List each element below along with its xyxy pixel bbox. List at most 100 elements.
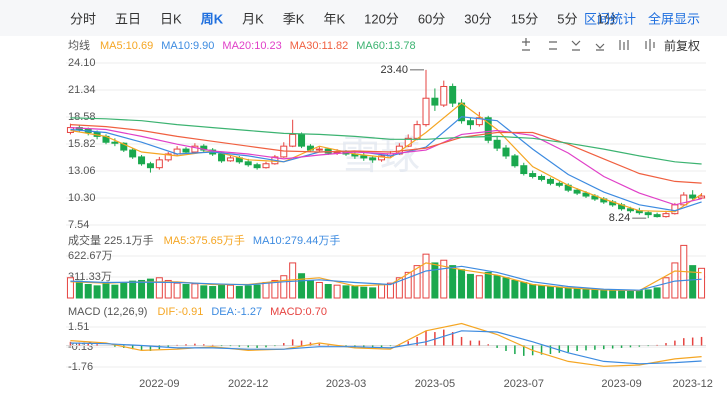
volume-bar	[538, 285, 546, 299]
tab[interactable]: 15分	[511, 11, 538, 26]
y-tick-label: 311.33万	[68, 271, 112, 283]
tab[interactable]: 30分	[464, 11, 491, 26]
macd-bar	[611, 345, 614, 349]
macd-bar	[460, 336, 463, 346]
volume-bar	[404, 271, 412, 299]
adjust-mode[interactable]: 前复权	[664, 38, 700, 53]
tab[interactable]: 5分	[557, 11, 577, 26]
tab[interactable]: 月K	[242, 11, 264, 26]
tab[interactable]: 1分	[596, 11, 616, 26]
icon-move-right[interactable]	[595, 43, 605, 51]
volume-bar	[449, 265, 457, 299]
macd-bar	[629, 345, 632, 348]
volume-bar	[66, 277, 74, 299]
icon-zoom[interactable]	[522, 38, 530, 51]
candle-body	[698, 195, 706, 199]
toolbar-icons[interactable]	[522, 38, 655, 51]
tab[interactable]: 120分	[364, 11, 399, 26]
candle-body	[138, 156, 146, 165]
legend-item: MA10:279.44万手	[253, 233, 340, 247]
volume-bar	[218, 284, 226, 299]
macd-bar	[585, 345, 587, 351]
action[interactable]: 区间统计	[584, 11, 636, 26]
candle-body	[191, 145, 199, 153]
low-label: 8.24	[609, 212, 630, 224]
volume-bar	[315, 281, 323, 299]
volume-bar	[324, 284, 332, 299]
ma-line	[70, 127, 702, 206]
action[interactable]: 全屏显示	[648, 11, 700, 26]
tab-bar	[0, 0, 727, 36]
volume-bar	[662, 277, 670, 299]
candle-body	[111, 141, 119, 144]
volume-bar	[529, 284, 537, 299]
candle-body	[289, 133, 297, 147]
volume-bar	[209, 286, 217, 299]
candle-body	[440, 85, 448, 106]
candle-body	[146, 163, 154, 169]
macd-bar	[274, 345, 276, 347]
macd-bar	[523, 345, 525, 356]
volume-bar	[306, 279, 314, 299]
tab[interactable]: 分时	[70, 11, 96, 26]
macd-bar	[149, 345, 152, 351]
macd-bar	[416, 336, 418, 346]
legend-item: MA5:10.69	[100, 40, 153, 52]
y-tick-label: -0.13	[68, 341, 93, 353]
legend-title: MACD (12,26,9)	[68, 306, 147, 318]
macd-bar	[425, 330, 427, 346]
tab[interactable]: 五日	[115, 11, 141, 26]
volume-bar	[475, 275, 483, 299]
tab[interactable]: 年K	[323, 11, 345, 26]
macd-bar	[185, 344, 187, 346]
macd-bar	[87, 343, 89, 346]
macd-bar	[176, 344, 178, 346]
volume-bar	[493, 275, 501, 299]
macd-bar	[549, 345, 552, 355]
macd-bar	[229, 345, 232, 347]
candle-body	[449, 85, 457, 104]
macd-bar	[327, 344, 329, 346]
candle-body	[484, 117, 492, 141]
candle-body	[422, 97, 430, 126]
volume-bar	[609, 290, 617, 299]
y-tick-label: 10.30	[68, 192, 96, 204]
y-tick-label: -1.76	[68, 361, 93, 373]
volume-bar	[591, 289, 599, 299]
macd-bar	[220, 345, 223, 347]
icon-bars[interactable]	[619, 40, 629, 50]
tab[interactable]: 季K	[283, 11, 305, 26]
macd-bar	[283, 343, 285, 346]
candle-body	[182, 148, 190, 153]
macd-bar	[238, 345, 241, 347]
volume-bar	[138, 279, 146, 299]
icon-move[interactable]	[571, 40, 581, 51]
icon-zoom-out[interactable]	[549, 41, 557, 50]
volume-bar	[484, 271, 492, 299]
macd-bar	[256, 345, 258, 348]
tab[interactable]: 日K	[160, 11, 182, 26]
y-tick-label: 15.82	[68, 138, 96, 150]
volume-bar	[386, 282, 394, 299]
volume-bar	[502, 277, 510, 299]
macd-bar	[114, 345, 116, 347]
ma-line	[70, 330, 702, 365]
candle-body	[431, 97, 439, 106]
macd-bar	[69, 341, 72, 346]
volume-bar	[378, 284, 386, 299]
macd-bar	[211, 344, 214, 346]
y-tick-label: 18.58	[68, 111, 96, 123]
tab[interactable]: 60分	[418, 11, 445, 26]
volume-bar	[440, 259, 448, 299]
candle-body	[315, 148, 323, 151]
macd-bar	[443, 329, 445, 346]
macd-bar	[567, 345, 569, 353]
macd-bar	[691, 337, 694, 346]
candle-body	[466, 120, 474, 126]
macd-bar	[318, 343, 321, 346]
icon-candle[interactable]	[645, 39, 655, 51]
volume-bar	[458, 269, 466, 299]
tab[interactable]: 周K	[201, 11, 224, 26]
